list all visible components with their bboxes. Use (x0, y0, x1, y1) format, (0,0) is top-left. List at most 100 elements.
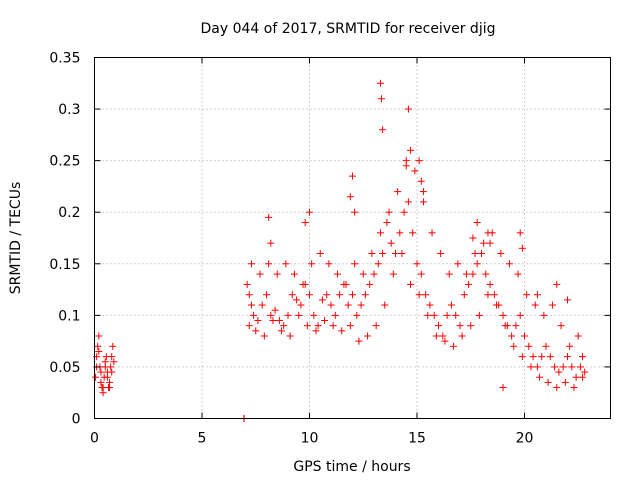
data-point (107, 363, 115, 371)
data-point (512, 322, 520, 330)
data-point (400, 208, 408, 216)
data-point (514, 270, 522, 278)
data-point (553, 384, 561, 392)
y-tick-label: 0.05 (49, 360, 80, 376)
data-point (404, 105, 412, 113)
data-point (413, 260, 421, 268)
data-point (538, 353, 546, 361)
data-point (376, 79, 384, 87)
data-point (92, 373, 100, 381)
data-point (284, 311, 292, 319)
data-point (417, 177, 425, 185)
data-point (417, 270, 425, 278)
data-point (475, 311, 483, 319)
data-point (346, 322, 354, 330)
data-point (450, 342, 458, 350)
data-point (247, 301, 255, 309)
data-point (422, 291, 430, 299)
data-point (398, 249, 406, 257)
data-point (252, 327, 260, 335)
data-point (486, 280, 494, 288)
x-tick-label: 0 (90, 431, 99, 447)
data-point (108, 353, 116, 361)
data-point (389, 270, 397, 278)
data-point (366, 280, 374, 288)
data-point (372, 322, 380, 330)
data-point (110, 358, 118, 366)
x-tick-label: 10 (301, 431, 319, 447)
data-point (531, 301, 539, 309)
data-point (419, 188, 427, 196)
data-point (566, 342, 574, 350)
data-point (394, 188, 402, 196)
data-point (447, 301, 455, 309)
data-point (254, 317, 262, 325)
data-point (338, 327, 346, 335)
data-point (419, 198, 427, 206)
data-point (314, 322, 322, 330)
data-point (275, 317, 283, 325)
data-point (336, 291, 344, 299)
data-point (99, 384, 107, 392)
data-point (290, 270, 298, 278)
data-point (344, 301, 352, 309)
data-point (95, 332, 103, 340)
data-point (94, 342, 102, 350)
data-point (456, 322, 464, 330)
x-tick-labels: 0 5 10 15 20 (90, 431, 533, 447)
data-point (551, 363, 559, 371)
data-point (544, 378, 552, 386)
data-point (392, 249, 399, 257)
data-point (280, 322, 288, 330)
data-point (267, 239, 275, 247)
data-point (351, 260, 359, 268)
data-point (409, 229, 417, 237)
y-tick-label: 0.2 (58, 205, 80, 221)
data-point (407, 146, 415, 154)
data-point (359, 270, 367, 278)
data-point (557, 322, 565, 330)
data-point (293, 296, 301, 304)
data-point (467, 322, 475, 330)
data-point (443, 311, 451, 319)
data-point (505, 260, 513, 268)
data-point (316, 249, 324, 257)
data-point (458, 332, 466, 340)
data-point (497, 249, 505, 257)
data-point (501, 322, 509, 330)
data-point (523, 291, 531, 299)
data-point (454, 260, 462, 268)
y-tick-label: 0.25 (49, 154, 80, 170)
data-point (306, 208, 313, 216)
data-point (437, 249, 445, 257)
data-point (516, 311, 524, 319)
data-point (548, 301, 556, 309)
data-point (529, 353, 537, 361)
data-point (430, 311, 438, 319)
data-point (355, 337, 363, 345)
data-point (480, 239, 488, 247)
data-point (465, 280, 473, 288)
data-point (258, 301, 266, 309)
data-point (533, 291, 541, 299)
data-point (368, 249, 376, 257)
data-point (561, 378, 569, 386)
data-point (546, 353, 554, 361)
data-point (499, 311, 507, 319)
data-point (370, 270, 378, 278)
data-point (349, 291, 356, 299)
data-point (555, 368, 563, 376)
x-axis-title: GPS time / hours (293, 459, 410, 475)
data-point (576, 363, 584, 371)
data-point (478, 249, 485, 257)
data-point (260, 332, 268, 340)
data-point (564, 296, 571, 304)
data-point (411, 167, 419, 175)
data-point (484, 291, 492, 299)
x-tick-label: 5 (198, 431, 207, 447)
y-tick-label: 0.3 (58, 102, 80, 118)
data-point (306, 291, 313, 299)
y-tick-labels: 0 0.05 0.1 0.15 0.2 0.25 0.3 0.35 (49, 51, 80, 428)
data-point (404, 198, 412, 206)
data-point (312, 327, 320, 335)
